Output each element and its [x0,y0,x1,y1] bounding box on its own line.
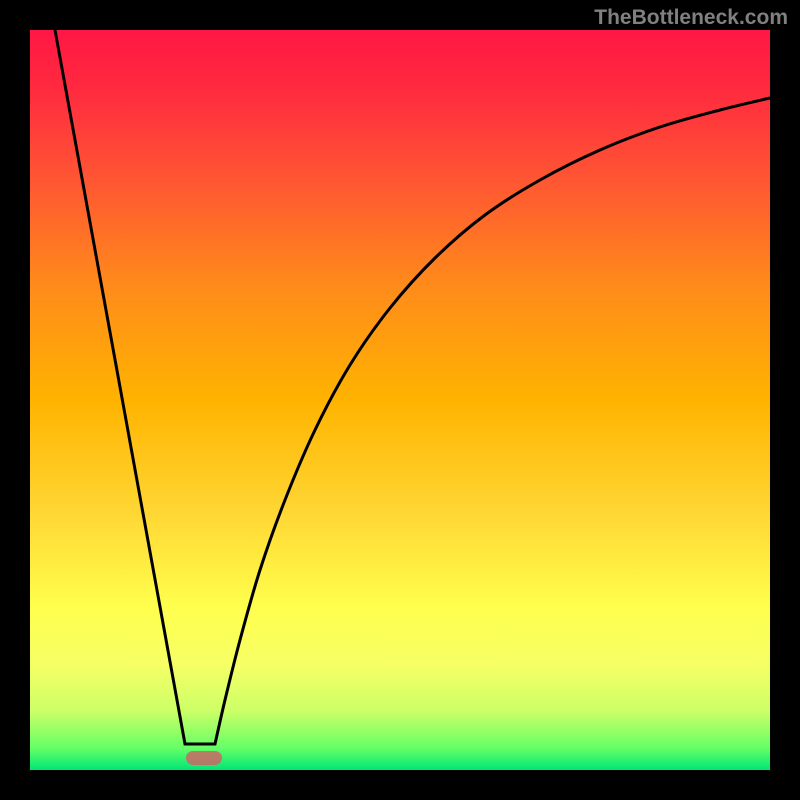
plot-background [30,30,770,770]
watermark-text: TheBottleneck.com [594,6,788,30]
bottleneck-chart: TheBottleneck.com [0,0,800,800]
chart-svg [0,0,800,800]
optimal-marker [186,751,222,765]
